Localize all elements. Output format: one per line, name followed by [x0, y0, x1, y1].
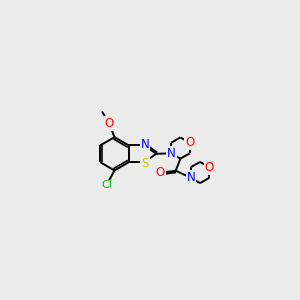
- Text: O: O: [185, 136, 194, 149]
- Text: N: N: [167, 147, 176, 160]
- Text: N: N: [141, 138, 149, 151]
- Text: S: S: [141, 157, 149, 170]
- Text: N: N: [187, 171, 195, 184]
- Text: O: O: [105, 117, 114, 130]
- Text: Cl: Cl: [101, 181, 112, 190]
- Text: O: O: [156, 166, 165, 179]
- Text: O: O: [205, 161, 214, 174]
